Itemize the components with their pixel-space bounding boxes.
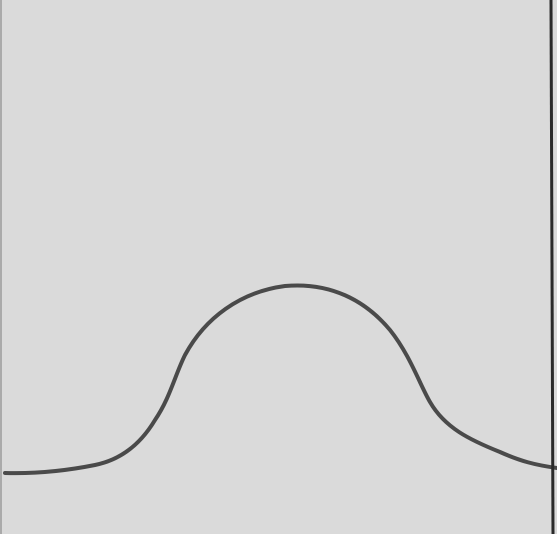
right-edge-line bbox=[549, 0, 555, 534]
bell-curve-line bbox=[3, 283, 557, 476]
